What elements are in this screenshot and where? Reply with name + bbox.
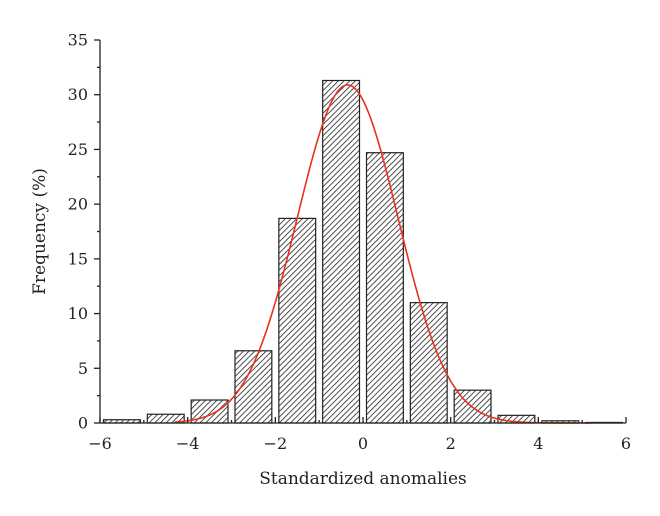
y-tick-label: 5	[78, 359, 88, 378]
y-tick-label: 25	[68, 140, 88, 159]
x-tick-label: 6	[621, 434, 631, 453]
x-tick-label: −2	[264, 434, 288, 453]
histogram-bar-6	[322, 79, 361, 424]
y-tick-label: 15	[68, 249, 88, 268]
y-tick-label: 30	[68, 85, 88, 104]
y-tick-label: 10	[68, 304, 88, 323]
normal-fit-curve	[174, 84, 591, 424]
x-tick-label: −6	[88, 434, 112, 453]
x-tick-label: 4	[533, 434, 543, 453]
x-tick-label: 0	[358, 434, 368, 453]
y-tick-label: 0	[78, 414, 88, 433]
histogram-bar-7	[365, 152, 404, 424]
x-axis-label: Standardized anomalies	[259, 469, 467, 489]
bars-group	[102, 79, 624, 424]
x-tick-label: −4	[176, 434, 200, 453]
y-axis-label: Frequency (%)	[30, 168, 50, 295]
axes-group: −6 −4 −2 0 2 4 6 0 5 10 15 20 25 30 35	[68, 31, 631, 454]
y-tick-label: 20	[68, 195, 88, 214]
y-tick-label: 35	[68, 31, 88, 50]
x-tick-label: 2	[446, 434, 456, 453]
histogram-bar-5	[278, 217, 317, 424]
